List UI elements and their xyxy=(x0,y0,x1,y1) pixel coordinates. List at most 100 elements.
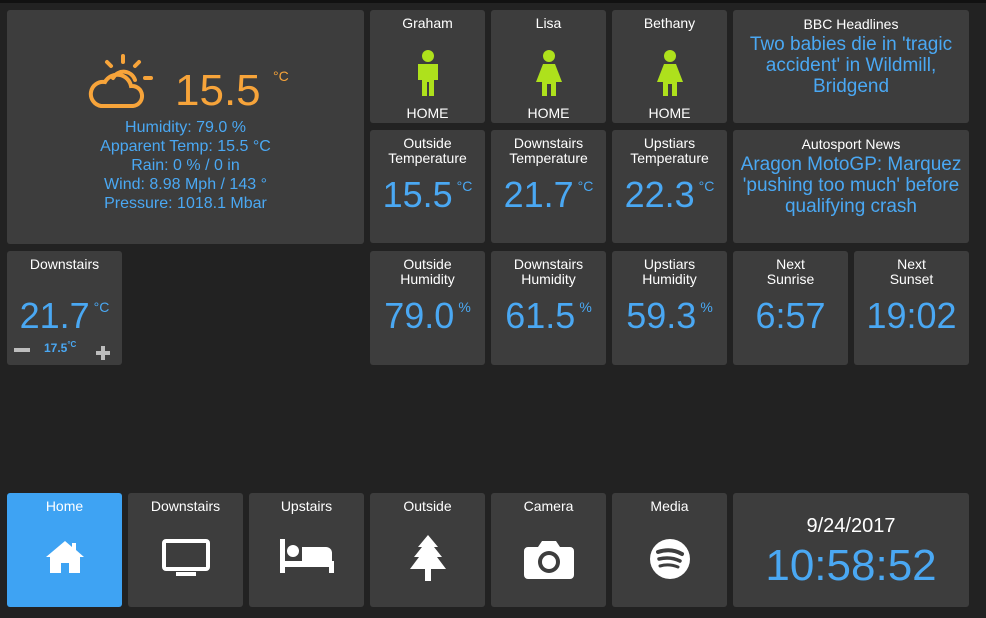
person-tile-bethany[interactable]: Bethany HOME xyxy=(612,10,727,123)
tile-unit: % xyxy=(458,299,471,315)
person-status: HOME xyxy=(648,105,691,121)
tile-unit: % xyxy=(700,299,713,315)
home-icon xyxy=(45,541,84,573)
nav-camera[interactable]: Camera xyxy=(491,493,606,607)
upstairs-temperature-tile[interactable]: Upstiars Temperature 22.3 °C xyxy=(612,130,727,243)
sunrise-tile[interactable]: Next Sunrise 6:57 xyxy=(733,251,848,365)
tile-value-row: 59.3% xyxy=(612,295,727,337)
weather-apparent-temp: Apparent Temp: 15.5 °C xyxy=(100,138,271,155)
tile-value: 61.5 xyxy=(505,295,576,336)
sunset-tile[interactable]: Next Sunset 19:02 xyxy=(854,251,969,365)
tile-title-line-2: Temperature xyxy=(509,150,588,166)
weather-pressure: Pressure: 1018.1 Mbar xyxy=(104,195,267,212)
weather-humidity: Humidity: 79.0 % xyxy=(125,119,246,136)
tile-title: Outside Humidity xyxy=(370,257,485,287)
tile-title-line-1: Upstiars xyxy=(643,256,696,272)
bed-icon xyxy=(279,539,334,573)
thermostat-setpoint: 17.5°C xyxy=(44,340,76,355)
tile-title: Downstairs Temperature xyxy=(491,136,606,166)
tile-value: 59.3 xyxy=(626,295,697,336)
tile-title: Next Sunset xyxy=(854,257,969,287)
tile-title-line-1: Next xyxy=(776,256,805,272)
downstairs-temperature-tile[interactable]: Downstairs Temperature 21.7 °C xyxy=(491,130,606,243)
thermostat-value: 21.7 xyxy=(19,295,90,336)
person-name: Graham xyxy=(402,15,453,31)
tile-unit: °C xyxy=(577,178,594,194)
tile-value-row: 15.5 °C xyxy=(370,174,485,216)
tile-title-line-1: Downstairs xyxy=(513,135,584,151)
tile-title: Outside Temperature xyxy=(370,136,485,166)
partly-cloudy-day-icon xyxy=(88,54,153,108)
tile-title-line-2: Humidity xyxy=(521,271,576,287)
upstairs-humidity-tile[interactable]: Upstiars Humidity 59.3% xyxy=(612,251,727,365)
weather-rain: Rain: 0 % / 0 in xyxy=(131,157,240,174)
person-name: Bethany xyxy=(643,15,696,31)
tile-value: 21.7 xyxy=(503,174,574,215)
nav-outside[interactable]: Outside xyxy=(370,493,485,607)
thermostat-title: Downstairs xyxy=(29,256,100,272)
person-name: Lisa xyxy=(535,15,562,31)
downstairs-humidity-tile[interactable]: Downstairs Humidity 61.5% xyxy=(491,251,606,365)
weather-details: Humidity: 79.0 % Apparent Temp: 15.5 °C … xyxy=(7,118,364,213)
tile-value: 15.5 xyxy=(382,174,453,215)
increase-setpoint-button[interactable] xyxy=(96,346,110,360)
thermostat-unit: °C xyxy=(93,299,110,315)
outside-humidity-tile[interactable]: Outside Humidity 79.0% xyxy=(370,251,485,365)
tile-title-line-1: Next xyxy=(897,256,926,272)
male-person-icon xyxy=(417,50,438,96)
thermostat-tile[interactable]: Downstairs 21.7 °C 17.5°C xyxy=(7,251,122,365)
nav-media[interactable]: Media xyxy=(612,493,727,607)
clock-tile: 9/24/2017 10:58:52 xyxy=(733,493,969,607)
nav-downstairs[interactable]: Downstairs xyxy=(128,493,243,607)
tile-value: 22.3 xyxy=(624,174,695,215)
tile-value: 79.0 xyxy=(384,295,455,336)
tile-value-row: 79.0% xyxy=(370,295,485,337)
weather-tile[interactable]: 15.5 °C Humidity: 79.0 % Apparent Temp: … xyxy=(7,10,364,244)
setpoint-value: 17.5 xyxy=(44,341,68,355)
news-source-title: BBC Headlines xyxy=(803,16,899,32)
news-source-title: Autosport News xyxy=(801,136,901,152)
tile-title-line-2: Humidity xyxy=(642,271,697,287)
tile-value-row: 22.3 °C xyxy=(612,174,727,216)
tile-title-line-2: Humidity xyxy=(400,271,455,287)
tile-title: Next Sunrise xyxy=(733,257,848,287)
tile-unit: °C xyxy=(456,178,473,194)
decrease-setpoint-button[interactable] xyxy=(14,348,30,352)
tile-title-line-2: Temperature xyxy=(388,150,467,166)
tile-title-line-1: Downstairs xyxy=(513,256,584,272)
nav-label: Home xyxy=(45,498,84,514)
tile-title: Upstiars Humidity xyxy=(612,257,727,287)
tile-title: Upstiars Temperature xyxy=(612,136,727,166)
tile-title-line-2: Sunrise xyxy=(766,271,815,287)
nav-home[interactable]: Home xyxy=(7,493,122,607)
tile-unit: °C xyxy=(698,178,715,194)
sunrise-time: 6:57 xyxy=(755,295,826,336)
camera-icon xyxy=(523,541,574,579)
spotify-icon xyxy=(649,539,690,579)
monitor-icon xyxy=(161,539,210,576)
sunset-time: 19:02 xyxy=(866,295,957,336)
person-tile-lisa[interactable]: Lisa HOME xyxy=(491,10,606,123)
tile-title-line-1: Upstiars xyxy=(643,135,696,151)
nav-upstairs[interactable]: Upstairs xyxy=(249,493,364,607)
news-tile-autosport[interactable]: Autosport News Aragon MotoGP: Marquez 'p… xyxy=(733,130,969,243)
tile-title-line-1: Outside xyxy=(403,135,452,151)
tile-title-line-2: Temperature xyxy=(630,150,709,166)
nav-label: Camera xyxy=(523,498,574,514)
weather-temperature: 15.5 xyxy=(175,66,261,115)
clock-date: 9/24/2017 xyxy=(806,515,896,537)
news-headline: Aragon MotoGP: Marquez 'pushing too much… xyxy=(740,154,962,217)
news-tile-bbc[interactable]: BBC Headlines Two babies die in 'tragic … xyxy=(733,10,969,123)
outside-temperature-tile[interactable]: Outside Temperature 15.5 °C xyxy=(370,130,485,243)
news-headline: Two babies die in 'tragic accident' in W… xyxy=(749,34,953,97)
tile-title: Downstairs Humidity xyxy=(491,257,606,287)
thermostat-value-row: 21.7 °C xyxy=(7,295,122,337)
tile-title-line-2: Sunset xyxy=(889,271,934,287)
person-status: HOME xyxy=(527,105,570,121)
top-bar xyxy=(0,0,986,3)
nav-label: Outside xyxy=(403,498,452,514)
tree-icon xyxy=(409,535,446,581)
person-tile-graham[interactable]: Graham HOME xyxy=(370,10,485,123)
nav-label: Upstairs xyxy=(280,498,333,514)
female-person-icon xyxy=(656,50,683,96)
